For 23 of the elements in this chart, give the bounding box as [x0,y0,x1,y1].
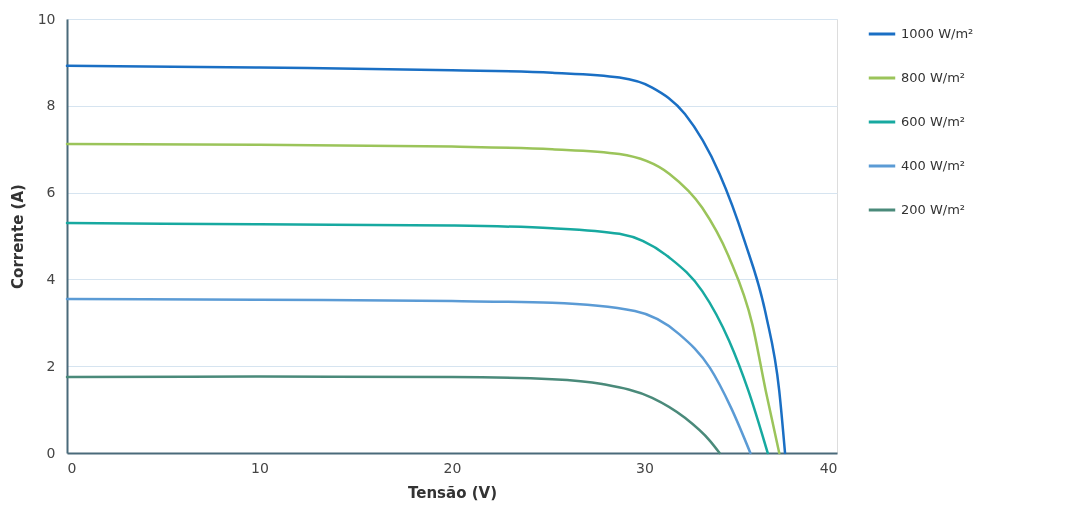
line-series [65,142,781,455]
legend-label: 800 W/m² [901,70,966,85]
x-tick-label: 20 [443,459,462,476]
y-tick-label: 2 [46,357,56,374]
y-tick-label: 10 [37,10,56,27]
x-tick-label: 0 [67,459,77,476]
legend-label: 1000 W/m² [901,26,974,41]
y-tick-label: 0 [46,444,56,461]
legend-label: 600 W/m² [901,114,966,129]
legend-label: 200 W/m² [901,202,966,217]
line-series [65,297,752,455]
y-axis-title: Corrente (A) [8,184,27,289]
x-axis-title: Tensão (V) [408,483,497,502]
line-series [65,64,787,455]
line-series [65,375,721,455]
x-tick-label: 30 [636,459,654,476]
line-series [65,221,769,455]
y-tick-label: 6 [46,184,56,201]
y-tick-label: 8 [46,97,56,114]
x-tick-label: 40 [819,459,838,476]
x-tick-label: 10 [251,459,269,476]
y-tick-label: 4 [46,270,56,287]
legend-label: 400 W/m² [901,158,966,173]
